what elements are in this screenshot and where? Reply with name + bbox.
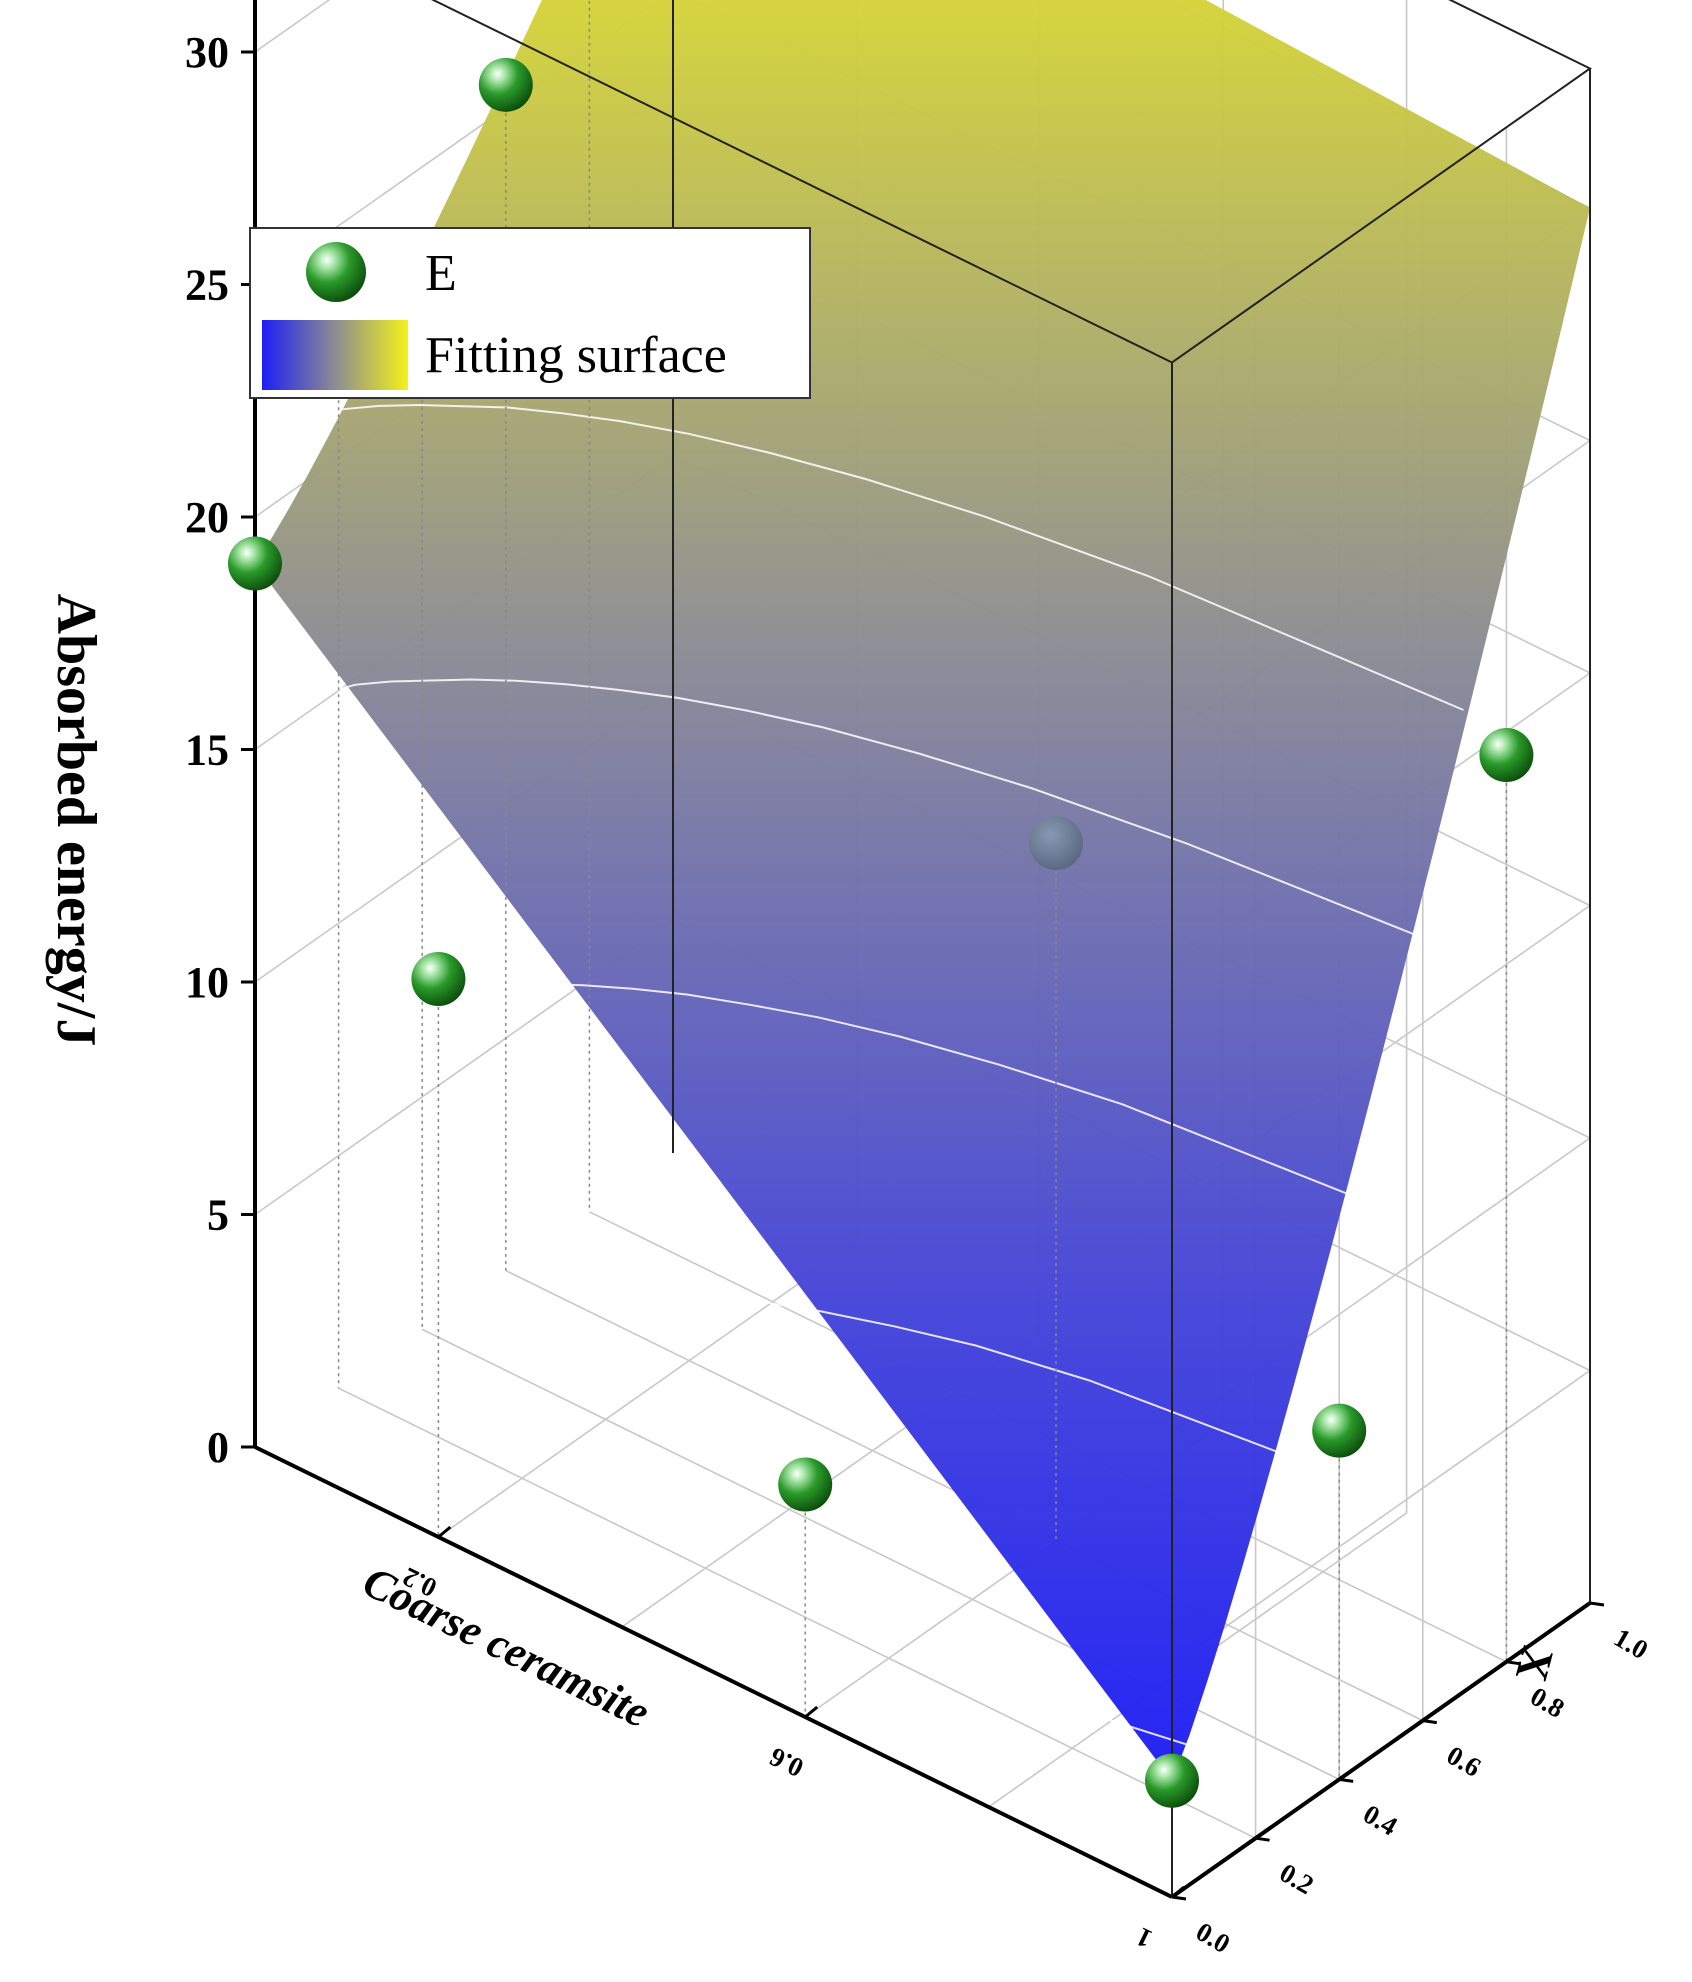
legend-points-label: E (425, 245, 457, 302)
surface-layer (255, 0, 1590, 1781)
z-tick-label: 15 (185, 726, 229, 775)
x-tick (1171, 1885, 1185, 1899)
data-point (778, 1457, 833, 1512)
z-axis-title: Absorbed energy/J (45, 594, 107, 1047)
x-tick-label: 1 (1131, 1922, 1156, 1955)
y-tick (1255, 1836, 1270, 1842)
y-axis-title: X (1506, 1641, 1564, 1686)
legend-point-marker (306, 242, 366, 302)
z-tick-label: 0 (207, 1423, 229, 1472)
data-point (1145, 1753, 1199, 1808)
contour-line (1070, 1707, 1190, 1747)
contour-line (324, 403, 1464, 711)
fitting-surface (255, 0, 1590, 1781)
z-tick-label: 5 (207, 1191, 229, 1240)
floor-gridline (338, 1387, 1256, 1839)
z-tick-label: 20 (185, 493, 229, 542)
z-tick-label: 25 (185, 261, 229, 310)
data-point (411, 952, 466, 1006)
data-point (228, 536, 282, 591)
z-tick-label: 10 (185, 958, 229, 1007)
x-tick (437, 1525, 452, 1539)
x-tick (804, 1705, 819, 1719)
legend: E Fitting surface (249, 227, 811, 399)
y-tick-label: 1.0 (1609, 1622, 1653, 1665)
y-tick (1338, 1777, 1354, 1783)
y-tick-label: 0.6 (1442, 1740, 1486, 1783)
z-gridline (1171, 1369, 1591, 1666)
y-tick-label: 0.4 (1358, 1799, 1402, 1842)
y-tick (1589, 1601, 1605, 1607)
z-tick-label: 30 (185, 28, 229, 77)
legend-surface-label: Fitting surface (425, 327, 727, 384)
x-tick-label: 0.6 (765, 1742, 808, 1784)
axes (241, 0, 1605, 1901)
y-tick (1422, 1719, 1438, 1725)
y-tick (1171, 1895, 1187, 1901)
y-tick (1506, 1660, 1521, 1666)
data-point (1029, 816, 1083, 871)
y-axis-line (1170, 1601, 1592, 1899)
contour-line (328, 678, 1417, 936)
contour-line (708, 1296, 1277, 1453)
legend-surface-swatch (262, 320, 408, 390)
data-point (1479, 728, 1534, 783)
floor-gridline (437, 1242, 857, 1538)
contour-line (502, 982, 1347, 1195)
data-point (1312, 1403, 1367, 1458)
data-point (478, 57, 533, 112)
x-axis-line (254, 1445, 1173, 1899)
y-tick-label: 0.0 (1191, 1916, 1235, 1959)
x-axis-title: Coarse ceramsite (356, 1557, 658, 1738)
y-tick-label: 0.2 (1275, 1857, 1319, 1900)
y-tick-label: 0.8 (1525, 1681, 1569, 1724)
